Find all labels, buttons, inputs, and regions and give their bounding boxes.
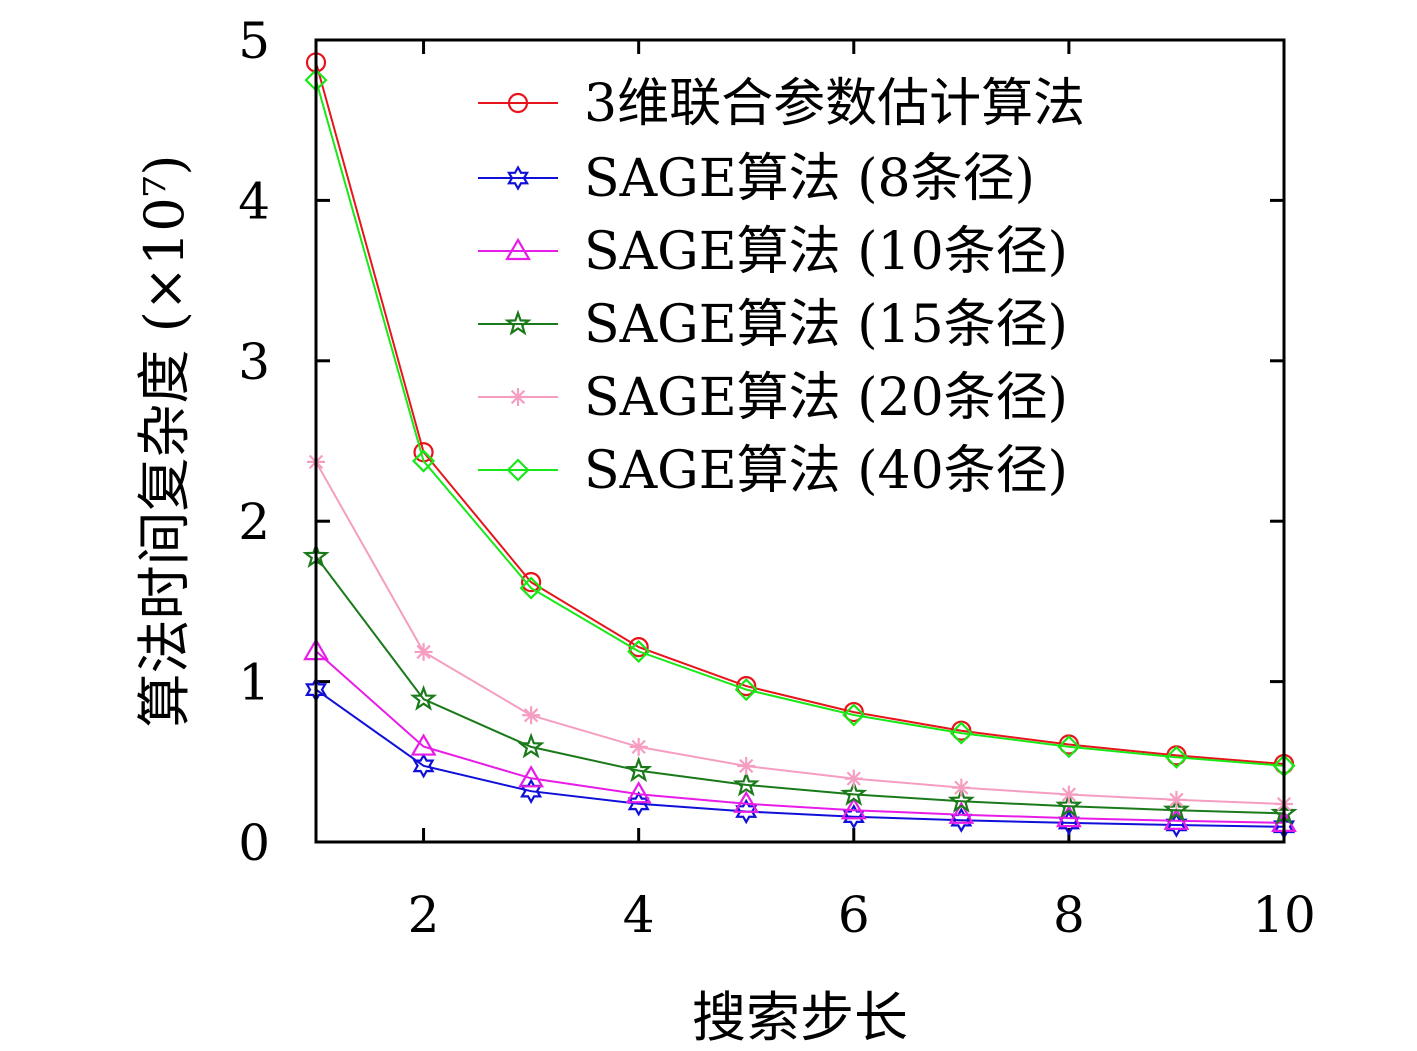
data-point xyxy=(737,756,756,775)
data-point xyxy=(519,576,543,600)
legend-label: 3维联合参数估计算法 xyxy=(584,74,1085,134)
data-point xyxy=(625,781,652,804)
data-point xyxy=(1167,790,1186,809)
data-point xyxy=(947,787,975,813)
legend-label: SAGE算法 (15条径) xyxy=(584,295,1068,355)
series-3 xyxy=(303,637,1297,833)
data-point xyxy=(842,703,866,727)
legend-marker xyxy=(506,458,530,482)
series-line xyxy=(315,79,1285,767)
legend-label: SAGE算法 (8条径) xyxy=(584,149,1035,209)
legend-item: 3维联合参数估计算法 xyxy=(478,74,1085,134)
series-line xyxy=(315,688,1285,828)
data-point xyxy=(410,733,437,756)
axis-ticks: 0 1 2 3 4 5 2 4 6 8 10 xyxy=(238,12,1316,944)
legend-marker xyxy=(509,388,527,406)
data-point xyxy=(844,769,863,788)
x-tick-label: 4 xyxy=(623,886,655,944)
y-tick-label: 3 xyxy=(238,333,270,391)
data-point xyxy=(1059,785,1078,804)
legend-label: SAGE算法 (40条径) xyxy=(584,441,1068,501)
data-point xyxy=(522,706,541,725)
y-axis-label: 算法时间复杂度 (×10⁷) xyxy=(133,155,196,728)
data-point xyxy=(518,765,545,788)
series-6 xyxy=(304,68,1296,778)
legend-item: SAGE算法 (15条径) xyxy=(478,295,1068,355)
data-point xyxy=(949,721,973,745)
x-tick-label: 8 xyxy=(1053,886,1085,944)
data-point xyxy=(1055,804,1082,828)
data-point xyxy=(1164,745,1189,769)
series-4 xyxy=(302,542,1298,825)
data-point xyxy=(952,778,971,797)
legend-label: SAGE算法 (10条径) xyxy=(584,222,1068,282)
data-point xyxy=(840,780,868,806)
series-5 xyxy=(307,452,1293,813)
legend-marker xyxy=(506,165,530,191)
data-point xyxy=(517,732,545,759)
data-point xyxy=(734,678,758,702)
data-point xyxy=(625,756,653,783)
series-line xyxy=(315,650,1285,824)
y-tick-label: 4 xyxy=(238,172,270,230)
data-point xyxy=(948,801,975,824)
data-point xyxy=(409,684,438,711)
data-point xyxy=(732,770,760,797)
legend-marker xyxy=(505,237,531,261)
series-layer xyxy=(302,52,1298,840)
data-point xyxy=(411,449,436,473)
x-tick-label: 6 xyxy=(838,886,870,944)
series-line xyxy=(315,62,1285,765)
data-point xyxy=(840,797,867,820)
plot-frame xyxy=(314,38,1286,844)
data-point xyxy=(735,798,758,825)
series-line xyxy=(315,555,1285,815)
y-tick-label: 0 xyxy=(238,814,270,872)
data-point xyxy=(1055,791,1083,818)
data-point xyxy=(733,790,760,813)
data-point xyxy=(627,639,651,664)
legend-item: SAGE算法 (10条径) xyxy=(478,222,1068,282)
data-point xyxy=(1162,795,1191,822)
data-point xyxy=(629,737,648,756)
x-axis-label: 搜索步长 xyxy=(692,986,908,1049)
legend-item: SAGE算法 (40条径) xyxy=(478,441,1068,501)
legend-item: SAGE算法 (20条径) xyxy=(478,368,1068,428)
y-tick-label: 2 xyxy=(238,493,270,551)
x-tick-label: 10 xyxy=(1252,886,1316,944)
data-point xyxy=(1057,735,1081,759)
y-tick-label: 5 xyxy=(238,12,270,70)
y-tick-label: 1 xyxy=(238,654,270,712)
x-tick-label: 2 xyxy=(408,886,440,944)
legend-marker xyxy=(504,309,532,336)
data-point xyxy=(521,572,542,593)
data-point xyxy=(414,642,433,661)
legend-label: SAGE算法 (20条径) xyxy=(584,368,1068,428)
legend: 3维联合参数估计算法 SAGE算法 (8条径) SAGE算法 (10条径) SAGE算… xyxy=(478,74,1085,501)
series-line xyxy=(315,461,1285,805)
legend-item: SAGE算法 (8条径) xyxy=(478,149,1035,209)
legend-marker xyxy=(507,92,529,114)
data-point xyxy=(412,753,435,779)
